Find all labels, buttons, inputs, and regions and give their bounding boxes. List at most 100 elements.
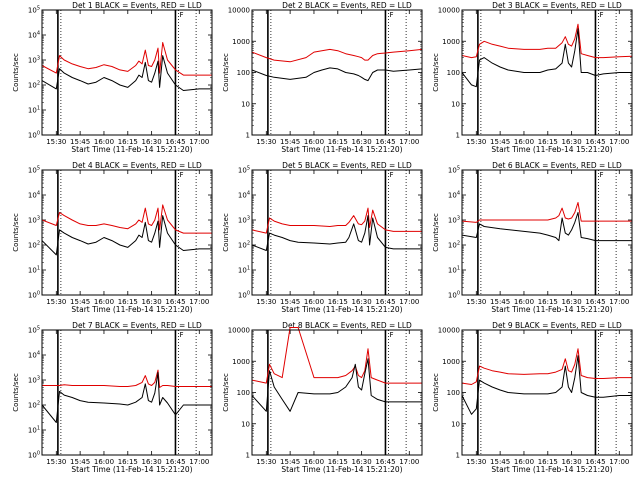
x-tick-label: 15:45 [70,458,90,466]
x-tick-label: 17:00 [189,298,209,306]
x-tick-label: 16:45 [165,138,185,146]
x-tick-label: 15:45 [490,458,510,466]
lld-series-line [462,23,632,59]
marker-label: F [599,11,603,19]
detector-panel-5: Det 5 BLACK = Events, RED = LLD 100 101 102… [222,161,423,314]
lld-series-line [462,348,632,385]
y-tick-label: 104 [28,351,40,360]
x-tick-label: 17:00 [399,138,419,146]
x-tick-label: 16:15 [328,458,348,466]
x-tick-label: 16:45 [375,298,395,306]
x-axis-label: Start Time (11-Feb-14 15:21:20) [71,145,192,154]
y-tick-label: 10000 [228,7,250,15]
panel-title: Det 2 BLACK = Events, RED = LLD [282,1,412,10]
y-tick-label: 10 [241,100,250,108]
events-series-line [42,215,212,256]
x-tick-label: 16:30 [562,458,582,466]
x-axis-label: Start Time (11-Feb-14 15:21:20) [281,465,402,474]
x-tick-label: 16:45 [375,138,395,146]
y-axis-label: Counts/sec [432,213,440,252]
x-tick-label: 16:00 [514,138,534,146]
marker-label: F [179,331,183,339]
x-axis-label: Start Time (11-Feb-14 15:21:20) [491,305,612,314]
x-tick-label: 16:00 [304,458,324,466]
x-tick-label: 16:45 [585,458,605,466]
detector-panel-3: Det 3 BLACK = Events, RED = LLD 1 10 100 100… [432,1,633,154]
marker-label: F [179,11,183,19]
marker-label: F [389,11,393,19]
panel-title: Det 8 BLACK = Events, RED = LLD [282,321,412,330]
y-axis-label: Counts/sec [432,373,440,412]
events-series-line [252,358,422,412]
y-tick-label: 102 [448,241,460,250]
x-tick-label: 16:45 [375,458,395,466]
events-series-line [42,372,212,423]
detector-panel-4: Det 4 BLACK = Events, RED = LLD 100 101 102… [12,161,213,314]
y-tick-label: 100 [28,131,40,140]
x-tick-label: 17:00 [609,138,629,146]
y-tick-label: 101 [28,106,40,115]
y-tick-label: 100 [448,291,460,300]
events-series-line [462,212,632,242]
y-tick-label: 104 [448,191,460,200]
panel-title: Det 5 BLACK = Events, RED = LLD [282,161,412,170]
x-tick-label: 16:15 [538,298,558,306]
y-tick-label: 10000 [438,7,460,15]
plot-frame [461,9,633,136]
y-tick-label: 103 [28,376,40,385]
y-tick-label: 104 [28,31,40,40]
y-tick-label: 104 [28,191,40,200]
x-tick-label: 16:00 [94,458,114,466]
y-tick-label: 100 [447,69,460,77]
detector-panel-6: Det 6 BLACK = Events, RED = LLD 100 101 102… [432,161,633,314]
x-tick-label: 16:00 [304,298,324,306]
x-tick-label: 17:00 [189,138,209,146]
x-tick-label: 15:30 [466,298,486,306]
x-tick-label: 16:15 [118,458,138,466]
panel-title: Det 1 BLACK = Events, RED = LLD [72,1,202,10]
plot-frame [41,9,213,136]
panel-title: Det 3 BLACK = Events, RED = LLD [492,1,622,10]
marker-label: F [389,331,393,339]
detector-panel-2: Det 2 BLACK = Events, RED = LLD 1 10 100 100… [222,1,423,154]
x-axis-label: Start Time (11-Feb-14 15:21:20) [281,305,402,314]
x-tick-label: 16:45 [585,138,605,146]
y-tick-label: 101 [28,426,40,435]
x-tick-label: 15:45 [490,138,510,146]
marker-label: F [599,171,603,179]
y-tick-label: 1000 [232,358,250,366]
y-tick-label: 103 [28,56,40,65]
y-tick-label: 10 [241,420,250,428]
y-tick-label: 101 [28,266,40,275]
y-tick-label: 105 [28,166,40,175]
x-tick-label: 17:00 [189,458,209,466]
x-axis-label: Start Time (11-Feb-14 15:21:20) [71,305,192,314]
x-tick-label: 16:15 [118,138,138,146]
x-tick-label: 16:15 [328,298,348,306]
x-tick-label: 16:30 [562,298,582,306]
y-tick-label: 105 [448,166,460,175]
y-tick-label: 102 [28,401,40,410]
lld-series-line [252,207,422,234]
panel-title: Det 6 BLACK = Events, RED = LLD [492,161,622,170]
lld-series-line [252,48,422,63]
lld-series-line [252,327,422,384]
lld-series-line [42,369,212,388]
detector-panel-7: Det 7 BLACK = Events, RED = LLD 100 101 102… [12,321,213,474]
y-tick-label: 100 [237,69,250,77]
y-tick-label: 105 [238,166,250,175]
y-tick-label: 102 [238,241,250,250]
x-tick-label: 17:00 [609,458,629,466]
x-axis-label: Start Time (11-Feb-14 15:21:20) [491,465,612,474]
y-tick-label: 1000 [442,38,460,46]
plot-frame [461,329,633,456]
plot-frame [251,169,423,296]
events-series-line [252,67,422,82]
y-axis-label: Counts/sec [12,213,20,252]
lld-series-line [462,202,632,223]
x-tick-label: 16:15 [538,138,558,146]
y-tick-label: 103 [238,216,250,225]
y-tick-label: 10 [451,420,460,428]
events-series-line [42,55,212,91]
x-tick-label: 15:45 [70,298,90,306]
